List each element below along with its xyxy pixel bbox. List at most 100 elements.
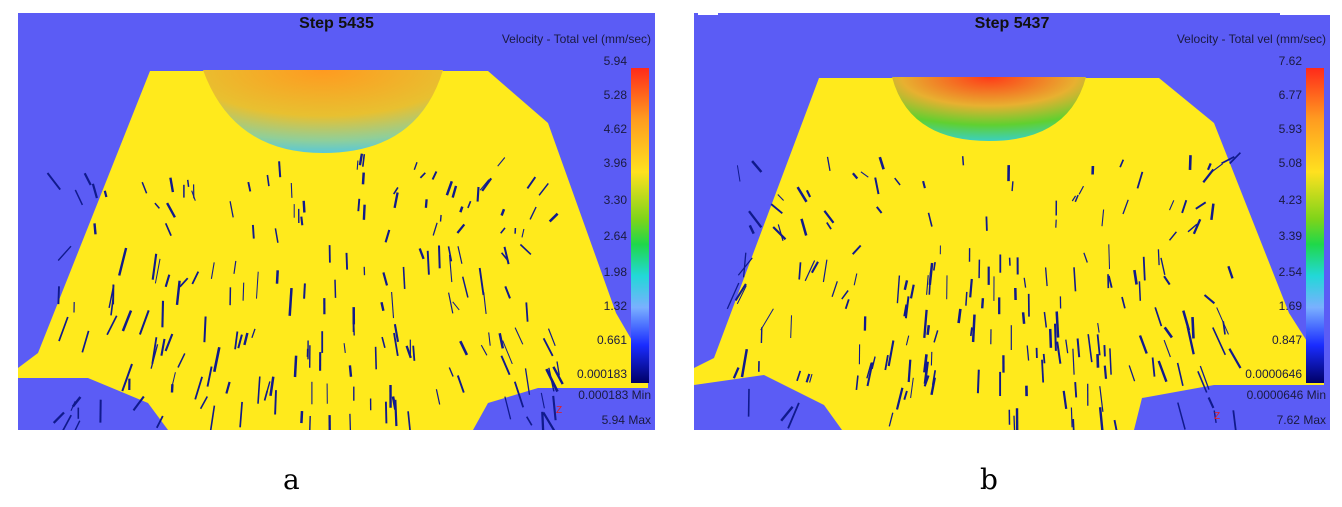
velocity-arrow xyxy=(476,186,480,202)
velocity-arrow xyxy=(904,296,910,319)
velocity-arrow xyxy=(74,189,84,206)
velocity-arrow xyxy=(525,302,529,322)
velocity-arrow xyxy=(278,161,282,178)
velocity-arrow xyxy=(263,390,269,401)
velocity-arrow xyxy=(1107,275,1113,288)
velocity-arrow xyxy=(1192,218,1202,235)
lower-die-left xyxy=(18,378,168,430)
velocity-arrow xyxy=(393,332,399,357)
velocity-arrow xyxy=(1103,365,1108,379)
velocity-arrow xyxy=(103,190,108,198)
velocity-arrow xyxy=(1210,203,1215,221)
velocity-arrow xyxy=(971,314,976,343)
velocity-arrow xyxy=(380,301,385,312)
velocity-arrow xyxy=(524,368,531,395)
velocity-arrow xyxy=(732,367,740,379)
velocity-arrow xyxy=(1154,307,1163,327)
velocity-arrow xyxy=(91,183,98,199)
tick-label: 2.64 xyxy=(603,229,627,243)
velocity-arrow xyxy=(871,356,876,370)
velocity-arrow xyxy=(447,246,453,262)
velocity-arrow xyxy=(853,273,858,286)
workpiece-shape xyxy=(18,71,648,430)
velocity-arrow xyxy=(290,182,293,198)
velocity-arrow xyxy=(887,340,895,367)
velocity-arrow xyxy=(1195,201,1207,210)
velocity-arrow xyxy=(229,201,234,218)
velocity-arrow xyxy=(1071,195,1077,202)
min-value: 0.0000646 xyxy=(1246,388,1304,402)
viewport-b[interactable]: Step 5437 Velocity - Total vel (mm/sec) … xyxy=(694,13,1330,430)
velocity-arrow xyxy=(300,411,304,424)
velocity-arrow xyxy=(736,165,741,182)
tick-label: 0.000183 xyxy=(576,367,627,381)
velocity-arrow xyxy=(822,259,828,283)
velocity-arrow xyxy=(866,362,872,379)
velocity-arrow xyxy=(132,395,145,412)
velocity-arrow xyxy=(1048,328,1053,348)
tick-label: 3.30 xyxy=(603,193,627,207)
velocity-arrow xyxy=(480,344,488,356)
velocity-arrow xyxy=(1122,199,1129,215)
velocity-arrow xyxy=(164,222,172,237)
velocity-arrow xyxy=(910,377,914,399)
velocity-arrow xyxy=(203,316,207,343)
velocity-arrow xyxy=(1054,323,1057,351)
velocity-arrow xyxy=(57,245,72,261)
velocity-arrow xyxy=(478,267,485,296)
velocity-arrow xyxy=(552,366,564,385)
velocity-arrow xyxy=(926,325,931,335)
velocity-arrow xyxy=(1073,267,1077,292)
velocity-arrow xyxy=(1142,256,1146,281)
velocity-arrow xyxy=(141,181,148,194)
velocity-arrow xyxy=(175,280,181,306)
velocity-arrow xyxy=(210,262,215,279)
velocity-arrow xyxy=(461,276,469,298)
velocity-arrow xyxy=(905,335,910,346)
velocity-arrow xyxy=(969,327,973,337)
velocity-arrow xyxy=(1098,407,1104,430)
colorbar xyxy=(631,68,649,383)
velocity-arrow xyxy=(1216,307,1229,335)
max-value: 5.94 xyxy=(601,413,625,427)
min-readout: 0.000183 Min xyxy=(578,388,651,402)
velocity-arrow xyxy=(542,337,554,357)
velocity-arrow xyxy=(770,203,783,215)
velocity-arrow xyxy=(826,222,832,230)
velocity-arrow xyxy=(445,180,453,196)
velocity-arrow xyxy=(1055,311,1060,338)
velocity-arrow xyxy=(256,271,259,299)
velocity-arrow xyxy=(1121,296,1126,309)
tick-label: 5.93 xyxy=(1278,122,1302,136)
velocity-arrow xyxy=(391,396,397,410)
velocity-arrow xyxy=(852,244,862,255)
velocity-arrow xyxy=(1042,353,1046,364)
velocity-arrow xyxy=(878,156,885,170)
velocity-arrow xyxy=(796,370,802,382)
velocity-arrow xyxy=(1191,317,1195,339)
velocity-arrow xyxy=(742,252,747,278)
velocity-arrow xyxy=(737,257,753,276)
viewport-a[interactable]: Step 5435 Velocity - Total vel (mm/sec) … xyxy=(18,13,655,430)
velocity-arrow xyxy=(1176,362,1184,386)
velocity-arrow xyxy=(1101,209,1105,227)
velocity-arrow xyxy=(751,160,763,173)
velocity-arrow xyxy=(1138,335,1148,354)
velocity-arrow xyxy=(374,346,377,370)
velocity-arrow xyxy=(456,223,466,234)
velocity-arrow xyxy=(1163,275,1171,286)
velocity-arrow xyxy=(800,218,808,236)
velocity-arrow xyxy=(1021,312,1026,324)
velocity-arrow xyxy=(426,250,430,275)
velocity-arrow xyxy=(452,301,460,311)
velocity-arrow xyxy=(1023,277,1027,288)
velocity-arrow xyxy=(1070,407,1073,428)
velocity-arrow xyxy=(985,216,988,231)
velocity-arrow xyxy=(1074,382,1078,398)
velocity-arrow xyxy=(1011,181,1014,192)
velocity-arrow xyxy=(965,291,968,306)
velocity-arrow xyxy=(1041,359,1045,383)
velocity-arrow xyxy=(361,172,365,185)
velocity-arrow xyxy=(810,261,819,274)
velocity-arrow xyxy=(923,309,928,338)
